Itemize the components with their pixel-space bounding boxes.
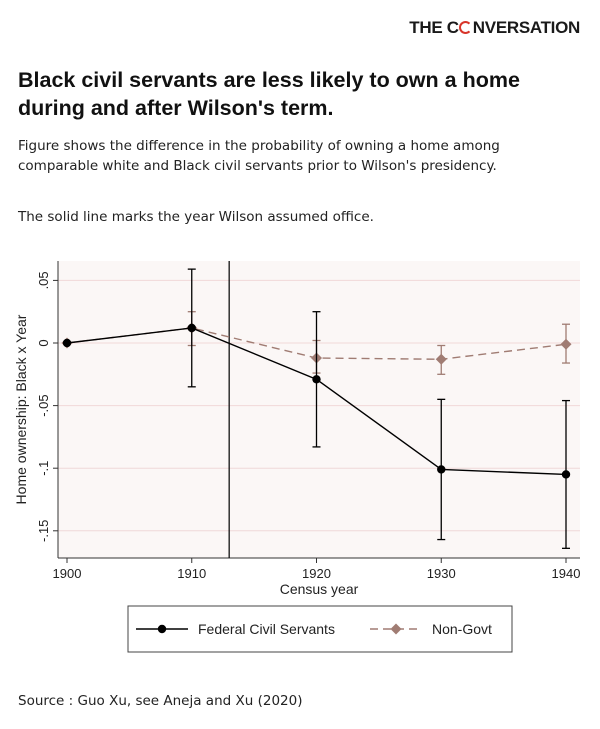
- y-tick-label: -.15: [36, 520, 51, 542]
- plot-area: [58, 261, 580, 558]
- federal-civil-servants-point: [62, 338, 72, 348]
- x-tick-label: 1920: [302, 566, 331, 581]
- federal-civil-servants-point: [561, 470, 571, 479]
- legend-non-govt-label: Non-Govt: [432, 621, 492, 637]
- legend-federal-civil-servants-label: Federal Civil Servants: [198, 621, 335, 637]
- x-tick-label: 1940: [552, 566, 581, 581]
- federal-civil-servants-point: [437, 465, 446, 474]
- x-tick-label: 1910: [177, 566, 206, 581]
- x-tick-label: 1900: [53, 566, 82, 581]
- non-govt-point: [435, 353, 447, 365]
- federal-civil-servants-point: [187, 323, 196, 333]
- legend-box: [127, 605, 513, 653]
- legend-federal-civil-servants-marker: [157, 624, 167, 634]
- federal-civil-servants-point: [312, 375, 321, 384]
- chart: .05 0 -.05 -.1 -.15 1900 1910 1920 1930 1940 Censu…: [13, 261, 581, 653]
- legend-non-govt-marker: [390, 623, 402, 635]
- y-tick-label: -.05: [36, 394, 51, 416]
- non-govt-point: [560, 338, 572, 350]
- y-axis-title: Home ownership: Black x Year: [13, 314, 29, 504]
- source-note: Source : Guo Xu, see Aneja and Xu (2020): [18, 693, 303, 709]
- y-tick-label: 0: [36, 339, 51, 346]
- brand-logo: THE C NVERSATION: [409, 18, 580, 37]
- y-tick-label: -.1: [36, 461, 51, 476]
- page-title: Black civil servants are less likely to …: [18, 68, 520, 120]
- page-subtitle: Figure shows the difference in the proba…: [18, 138, 500, 174]
- page-note: The solid line marks the year Wilson ass…: [18, 209, 374, 225]
- x-tick-label: 1930: [427, 566, 456, 581]
- y-tick-label: .05: [36, 271, 51, 289]
- brand-o-icon: [459, 21, 473, 34]
- legend: Federal Civil Servants Non-Govt: [127, 605, 513, 653]
- x-axis-title: Census year: [280, 581, 359, 597]
